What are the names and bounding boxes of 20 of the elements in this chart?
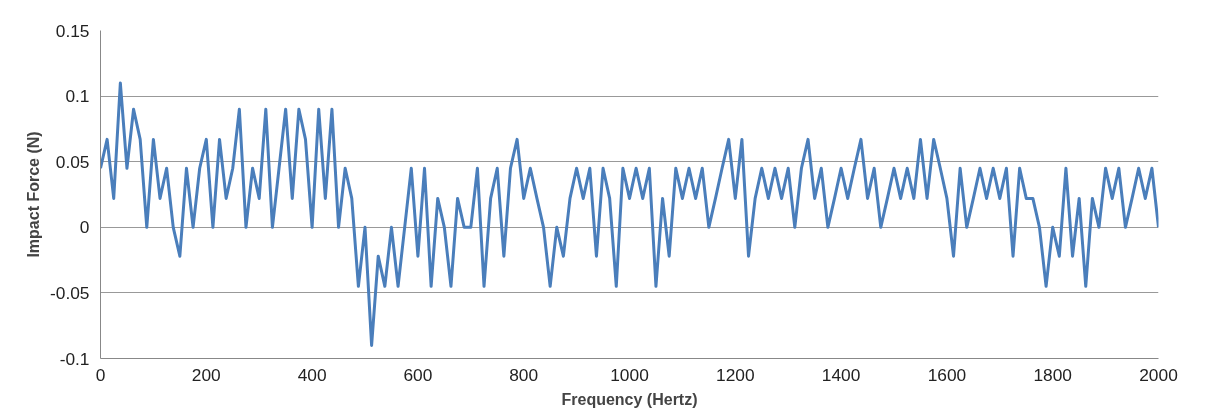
line-series bbox=[100, 81, 1159, 347]
x-tick-label: 1200 bbox=[716, 364, 755, 385]
y-tick-label: -0.05 bbox=[50, 282, 90, 303]
x-tick-label: 400 bbox=[297, 364, 327, 385]
x-tick-label: 1000 bbox=[610, 364, 649, 385]
x-tick-label: 2000 bbox=[1139, 364, 1178, 385]
x-tick-label: 600 bbox=[403, 364, 433, 385]
x-tick-label: 800 bbox=[509, 364, 539, 385]
y-tick-label: 0.05 bbox=[55, 151, 90, 172]
x-tick-label: 200 bbox=[191, 364, 221, 385]
y-axis-title: Impact Force (N) bbox=[25, 131, 42, 258]
x-axis-title: Frequency (Hertz) bbox=[561, 390, 698, 408]
x-tick-label: 0 bbox=[95, 364, 106, 385]
y-tick-label: -0.1 bbox=[59, 348, 90, 369]
x-tick-label: 1800 bbox=[1033, 364, 1072, 385]
x-tick-label: 1600 bbox=[927, 364, 967, 385]
y-tick-label: 0 bbox=[79, 217, 90, 238]
y-tick-label: 0.15 bbox=[55, 20, 90, 41]
y-tick-label: 0.1 bbox=[65, 86, 90, 107]
x-tick-label: 1400 bbox=[821, 364, 861, 385]
